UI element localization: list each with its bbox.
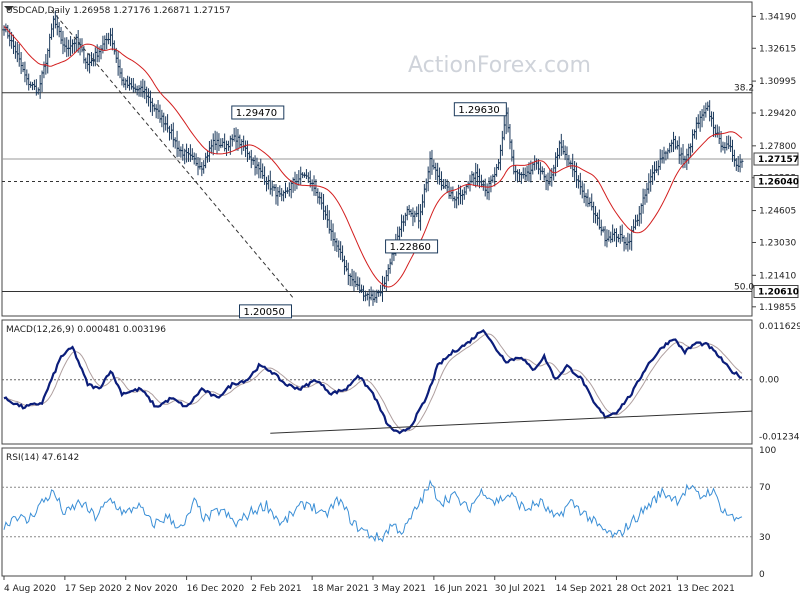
rsi-layer [2,479,752,543]
price-callout-1-29470: 1.29470 [231,105,285,120]
price-level-box-1-26040: 1.26040 [753,174,799,188]
macd-title: MACD(12,26,9) 0.000481 0.003196 [6,325,166,335]
callout-label: 1.29630 [458,105,499,116]
level-box [753,285,799,299]
date-tick-label: 13 Dec 2021 [677,584,735,594]
level-box-label: 1.27157 [758,155,799,165]
macd-tick-label: -0.012348 [759,433,800,443]
date-tick-label: 3 May 2021 [373,584,426,594]
date-tick-label: 2 Nov 2020 [126,584,178,594]
date-tick-label: 4 Aug 2020 [4,584,56,594]
callout-label: 1.20050 [244,307,285,318]
price-layer: 38.2 50.0 1.29470 1.29630 1.22860 1.20050 [2,9,754,319]
level-box-label: 1.20610 [758,288,799,298]
rsi-tick-label: 100 [759,446,776,456]
level-box [753,152,799,166]
date-tick-label: 14 Sep 2021 [556,584,613,594]
price-bar [740,158,744,168]
date-tick-label: 17 Sep 2020 [65,584,122,594]
price-callout-1-29630: 1.29630 [453,102,507,117]
price-tick-label: 1.32615 [759,44,796,54]
callout-box [239,304,293,319]
axis-layer: 1.341901.326151.309951.294201.278001.262… [3,12,800,594]
date-tick-label: 16 Jun 2021 [434,584,488,594]
price-tick-label: 1.30995 [759,77,796,87]
price-tick-label: 1.29420 [759,109,796,119]
price-callout-1-22860: 1.22860 [385,239,439,254]
date-tick-label: 16 Dec 2020 [187,584,245,594]
moving-average-line [3,25,743,288]
rsi-title: RSI(14) 47.6142 [6,453,79,463]
rsi-tick-label: 30 [759,533,771,543]
macd-panel-frame [1,319,753,445]
price-tick-label: 1.23030 [759,238,796,248]
price-tick-label: 1.24605 [759,207,796,217]
macd-line [3,329,743,435]
callout-label: 1.22860 [390,242,431,253]
macd-tick-label: 0.011629 [759,322,800,332]
symbol-header: USDCAD,Daily 1.26958 1.27176 1.26871 1.2… [6,6,231,16]
macd-layer [2,329,753,435]
callout-box [385,239,439,254]
date-tick-label: 2 Feb 2021 [251,584,301,594]
macd-tick-label: 0.00 [759,376,779,386]
callout-label: 1.29470 [236,108,277,119]
date-tick-label: 30 Jul 2021 [495,584,546,594]
fib-label-38-2: 38.2 [734,84,754,94]
rsi-tick-label: 0 [759,570,765,580]
fib-label-50-0: 50.0 [734,283,754,293]
rsi-tick-label: 70 [759,483,771,493]
collapse-triangle-icon[interactable] [4,6,14,11]
callout-box [231,105,285,120]
price-tick-label: 1.19855 [759,303,796,313]
price-tick-label: 1.27800 [759,142,796,152]
macd-signal-line [3,333,743,432]
date-tick-label: 28 Oct 2021 [616,584,672,594]
price-tick-label: 1.21410 [759,271,796,281]
level-box [753,174,799,188]
macd-trendline [270,410,753,434]
price-level-box-1-20610: 1.20610 [753,285,799,299]
callout-box [453,102,507,117]
level-box-label: 1.26040 [758,177,799,187]
price-callout-1-20050: 1.20050 [239,304,293,319]
price-tick-label: 1.34190 [759,12,796,22]
rsi-line [3,479,743,543]
watermark: ActionForex.com [408,53,591,78]
rsi-panel-frame [1,447,753,577]
price-level-box-1-27157: 1.27157 [753,152,799,166]
date-tick-label: 18 Mar 2021 [312,584,369,594]
